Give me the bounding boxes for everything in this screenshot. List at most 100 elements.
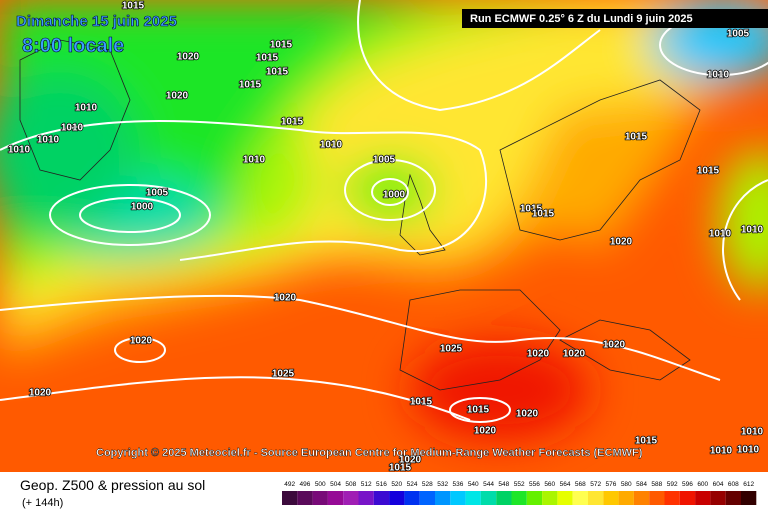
isobar-label: 1000 bbox=[131, 202, 154, 213]
scale-swatch bbox=[633, 491, 650, 505]
scale-label: 612 bbox=[743, 481, 754, 488]
scale-swatch bbox=[618, 491, 634, 505]
scale-label: 552 bbox=[514, 481, 525, 488]
isobar-label: 1020 bbox=[177, 52, 200, 63]
isobar-label: 1020 bbox=[603, 340, 626, 351]
isobar-label: 1005 bbox=[727, 29, 750, 40]
scale-label: 508 bbox=[345, 481, 356, 488]
scale-label: 544 bbox=[483, 481, 494, 488]
forecast-time: 8:00 locale bbox=[22, 35, 124, 57]
scale-swatch bbox=[404, 491, 420, 505]
isobar-label: 1020 bbox=[516, 409, 539, 420]
scale-swatch bbox=[741, 491, 757, 505]
scale-swatch bbox=[542, 491, 558, 505]
isobar-label: 1010 bbox=[61, 123, 84, 134]
isobar-label: 1020 bbox=[399, 455, 422, 466]
scale-swatch bbox=[526, 491, 543, 505]
isobar-label: 1015 bbox=[697, 166, 720, 177]
isobar-label: 1020 bbox=[29, 388, 52, 399]
coastlines bbox=[19, 39, 701, 391]
scale-label: 492 bbox=[284, 481, 295, 488]
footer-lead: (+ 144h) bbox=[22, 497, 63, 509]
scale-swatch bbox=[389, 491, 405, 505]
isobar-label: 1015 bbox=[270, 40, 293, 51]
scale-swatch bbox=[312, 491, 328, 505]
copyright: Copyright © 2025 Meteociel.fr - Source E… bbox=[96, 447, 643, 459]
scale-label: 600 bbox=[697, 481, 708, 488]
scale-label: 548 bbox=[498, 481, 509, 488]
scale-swatch bbox=[496, 491, 512, 505]
footer-title: Geop. Z500 & pression au sol bbox=[20, 477, 205, 493]
scale-swatch bbox=[725, 491, 741, 505]
isobar-label: 1010 bbox=[8, 145, 31, 156]
isobar-label: 1015 bbox=[625, 132, 648, 143]
isobar-label: 1015 bbox=[281, 117, 304, 128]
scale-label: 520 bbox=[391, 481, 402, 488]
isobar-label: 1025 bbox=[440, 344, 463, 355]
scale-label: 588 bbox=[651, 481, 662, 488]
scale-label: 556 bbox=[529, 481, 540, 488]
scale-swatch bbox=[373, 491, 390, 505]
scale-swatch bbox=[603, 491, 619, 505]
scale-swatch bbox=[450, 491, 466, 505]
scale-swatch bbox=[572, 491, 588, 505]
isobar-label: 1015 bbox=[532, 209, 555, 220]
isobar-label: 1000 bbox=[383, 190, 406, 201]
scale-swatch bbox=[282, 491, 298, 505]
isobar-label: 1020 bbox=[527, 349, 550, 360]
isobar-label: 1015 bbox=[256, 53, 279, 64]
isobar-label: 1010 bbox=[707, 70, 730, 81]
scale-swatch bbox=[664, 491, 680, 505]
isobar-label: 1010 bbox=[709, 229, 732, 240]
map-field bbox=[0, 0, 768, 472]
isobar-label: 1010 bbox=[737, 445, 760, 456]
scale-label: 524 bbox=[407, 481, 418, 488]
isobar-label: 1015 bbox=[467, 405, 490, 416]
scale-label: 584 bbox=[636, 481, 647, 488]
isobar-label: 1015 bbox=[635, 436, 658, 447]
scale-label: 532 bbox=[437, 481, 448, 488]
scale-swatch bbox=[588, 491, 604, 505]
scale-label: 536 bbox=[453, 481, 464, 488]
scale-label: 576 bbox=[606, 481, 617, 488]
scale-label: 604 bbox=[713, 481, 724, 488]
isobar-label: 1010 bbox=[243, 155, 266, 166]
scale-label: 592 bbox=[667, 481, 678, 488]
scale-label: 564 bbox=[560, 481, 571, 488]
scale-swatch bbox=[557, 491, 573, 505]
isobar-label: 1010 bbox=[741, 225, 764, 236]
scale-swatch bbox=[327, 491, 344, 505]
isobar-label: 1005 bbox=[146, 188, 169, 199]
isobar-label: 1020 bbox=[166, 91, 189, 102]
isobar-label: 1010 bbox=[741, 427, 764, 438]
isobar-label: 1015 bbox=[122, 1, 145, 12]
scale-label: 580 bbox=[621, 481, 632, 488]
isobar-label: 1020 bbox=[274, 293, 297, 304]
isobar-labels: 1015102010151015101510151020101010101010… bbox=[7, 0, 764, 474]
scale-swatch bbox=[465, 491, 481, 505]
isobar-label: 1020 bbox=[130, 336, 153, 347]
scale-swatch bbox=[297, 491, 313, 505]
isobar-label: 1015 bbox=[239, 80, 262, 91]
isobar-label: 1010 bbox=[37, 135, 60, 146]
scale-swatch bbox=[358, 491, 374, 505]
isobar-label: 1015 bbox=[520, 204, 543, 215]
scale-swatch bbox=[343, 491, 359, 505]
scale-swatch bbox=[419, 491, 435, 505]
isobar-label: 1010 bbox=[710, 446, 733, 457]
scale-label: 504 bbox=[330, 481, 341, 488]
scale-label: 572 bbox=[590, 481, 601, 488]
scale-swatch bbox=[435, 491, 451, 505]
isobar-label: 1020 bbox=[474, 426, 497, 437]
scale-swatch bbox=[480, 491, 497, 505]
isobar-label: 1015 bbox=[389, 463, 412, 474]
scale-swatch bbox=[679, 491, 696, 505]
isobar-label: 1020 bbox=[610, 237, 633, 248]
isobar-label: 1005 bbox=[373, 155, 396, 166]
scale-label: 596 bbox=[682, 481, 693, 488]
scale-label: 500 bbox=[315, 481, 326, 488]
scale-label: 608 bbox=[728, 481, 739, 488]
scale-label: 516 bbox=[376, 481, 387, 488]
isobar-label: 1015 bbox=[266, 67, 289, 78]
